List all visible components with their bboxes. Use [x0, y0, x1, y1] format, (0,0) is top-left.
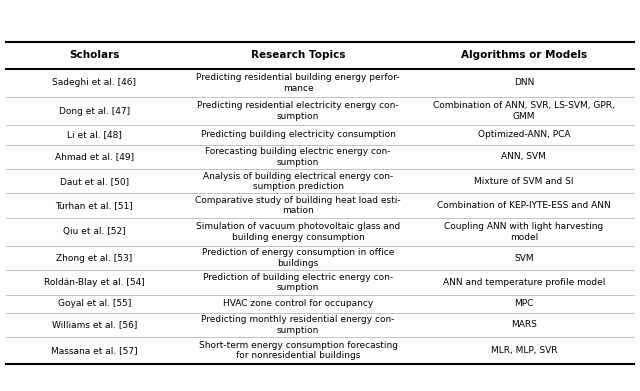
Text: MARS: MARS — [511, 321, 537, 330]
Text: Simulation of vacuum photovoltaic glass and
building energy consumption: Simulation of vacuum photovoltaic glass … — [196, 222, 400, 242]
Text: MLR, MLP, SVR: MLR, MLP, SVR — [491, 346, 557, 355]
Text: Williams et al. [56]: Williams et al. [56] — [52, 321, 137, 330]
Text: Combination of ANN, SVR, LS-SVM, GPR,
GMM: Combination of ANN, SVR, LS-SVM, GPR, GM… — [433, 101, 614, 121]
Text: Sadeghi et al. [46]: Sadeghi et al. [46] — [52, 78, 136, 87]
Text: Roldán-Blay et al. [54]: Roldán-Blay et al. [54] — [44, 278, 145, 287]
Text: Predicting monthly residential energy con-
sumption: Predicting monthly residential energy co… — [202, 315, 395, 335]
Text: Predicting residential building energy perfor-
mance: Predicting residential building energy p… — [196, 73, 400, 93]
Text: Algorithms or Models: Algorithms or Models — [461, 50, 587, 60]
Text: Zhong et al. [53]: Zhong et al. [53] — [56, 254, 132, 263]
Text: ANN and temperature profile model: ANN and temperature profile model — [443, 278, 605, 287]
Text: Turhan et al. [51]: Turhan et al. [51] — [55, 201, 133, 210]
Text: Goyal et al. [55]: Goyal et al. [55] — [58, 299, 131, 308]
Text: Combination of KEP-IYTE-ESS and ANN: Combination of KEP-IYTE-ESS and ANN — [437, 201, 611, 210]
Text: HVAC zone control for occupancy: HVAC zone control for occupancy — [223, 299, 373, 308]
Text: Coupling ANN with light harvesting
model: Coupling ANN with light harvesting model — [444, 222, 604, 242]
Text: Li et al. [48]: Li et al. [48] — [67, 130, 122, 139]
Text: Prediction of building electric energy con-
sumption: Prediction of building electric energy c… — [203, 273, 393, 292]
Text: Prediction of energy consumption in office
buildings: Prediction of energy consumption in offi… — [202, 248, 394, 268]
Text: Comparative study of building heat load esti-
mation: Comparative study of building heat load … — [195, 196, 401, 215]
Text: Qiu et al. [52]: Qiu et al. [52] — [63, 228, 125, 237]
Text: Optimized-ANN, PCA: Optimized-ANN, PCA — [477, 130, 570, 139]
Text: Mixture of SVM and SI: Mixture of SVM and SI — [474, 177, 573, 186]
Text: Dong et al. [47]: Dong et al. [47] — [59, 106, 130, 115]
Text: ANN, SVM: ANN, SVM — [501, 152, 547, 161]
Text: SVM: SVM — [514, 254, 534, 263]
Text: Analysis of building electrical energy con-
sumption prediction: Analysis of building electrical energy c… — [203, 172, 393, 191]
Text: Scholars: Scholars — [69, 50, 120, 60]
Text: Predicting residential electricity energy con-
sumption: Predicting residential electricity energ… — [197, 101, 399, 121]
Text: DNN: DNN — [514, 78, 534, 87]
Text: Short-term energy consumption forecasting
for nonresidential buildings: Short-term energy consumption forecastin… — [198, 341, 397, 361]
Text: Ahmad et al. [49]: Ahmad et al. [49] — [54, 152, 134, 161]
Text: Daut et al. [50]: Daut et al. [50] — [60, 177, 129, 186]
Text: Massana et al. [57]: Massana et al. [57] — [51, 346, 138, 355]
Text: MPC: MPC — [514, 299, 534, 308]
Text: Research Topics: Research Topics — [251, 50, 346, 60]
Text: Forecasting building electric energy con-
sumption: Forecasting building electric energy con… — [205, 147, 391, 167]
Text: Predicting building electricity consumption: Predicting building electricity consumpt… — [200, 130, 396, 139]
